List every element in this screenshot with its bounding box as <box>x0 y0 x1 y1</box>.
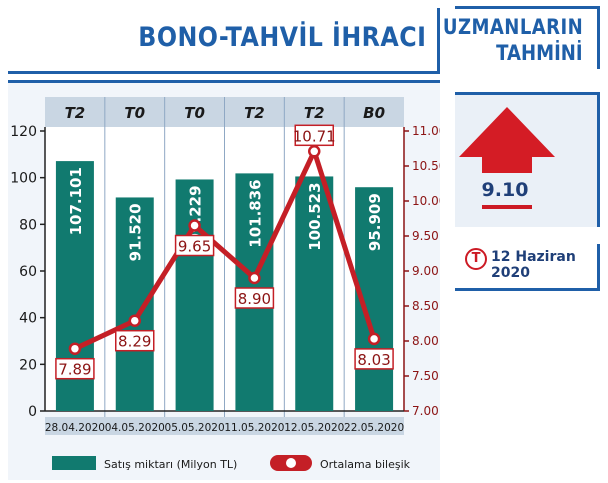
t-badge-icon: T <box>465 248 487 270</box>
up-arrow-icon <box>459 107 555 173</box>
line-value-box <box>115 329 155 352</box>
x-tick-label: 04.05.2020 <box>105 422 165 434</box>
left-axis-tick-label: 40 <box>19 311 37 327</box>
line-value-label: 8.03 <box>357 351 390 369</box>
page-title: BONO-TAHVİL İHRACI <box>137 22 426 53</box>
x-tick-label: 12.05.2020 <box>284 422 344 434</box>
left-axis-tick-label: 80 <box>19 217 37 233</box>
line-value-box <box>294 124 334 147</box>
header-rule-vertical <box>437 8 440 74</box>
line-point <box>128 314 141 327</box>
right-axis-tick-label: 11.00 <box>412 124 440 138</box>
line-value-label: 8.29 <box>118 333 151 351</box>
bar-value-label: 91.520 <box>127 203 145 261</box>
right-axis-tick-label: 10.00 <box>412 194 440 208</box>
bar-value-label: 107.101 <box>67 167 85 235</box>
term-label: T2 <box>304 104 325 122</box>
term-label: T2 <box>244 104 265 122</box>
term-label: B0 <box>363 104 385 122</box>
forecast-panel: 9.10 <box>455 92 600 227</box>
x-tick-label: 11.05.2020 <box>224 422 284 434</box>
left-axis-tick-label: 60 <box>19 264 37 280</box>
expert-forecast-title-line1: UZMANLARIN <box>442 15 583 39</box>
forecast-underline <box>482 205 532 209</box>
forecast-date: 12 Haziran 2020 <box>491 249 576 281</box>
line-value-box <box>234 287 275 309</box>
x-tick-label: 05.05.2020 <box>165 422 225 434</box>
bar <box>175 179 214 411</box>
line-value-box <box>174 234 215 257</box>
forecast-date-row: T 12 Haziran 2020 <box>455 244 600 291</box>
expert-forecast-title-line2: TAHMİNİ <box>496 41 583 65</box>
left-axis-tick-label: 100 <box>10 171 37 187</box>
line-point <box>68 342 82 355</box>
left-axis-tick-label: 120 <box>10 124 37 140</box>
line-value-label: 7.89 <box>58 361 91 379</box>
bar-value-label: 95.909 <box>366 193 384 251</box>
line-point <box>188 219 201 232</box>
left-axis-tick-label: 20 <box>19 357 37 373</box>
term-label: T0 <box>124 104 145 122</box>
line-value-label: 10.71 <box>293 127 336 145</box>
bar-value-label: 100.523 <box>306 182 324 250</box>
right-axis-tick-label: 8.50 <box>412 299 439 313</box>
line-point <box>367 332 381 346</box>
x-tick-label: 28.04.2020 <box>45 422 105 434</box>
bond-issuance-chart: T2 T0 T0 T2 T2 B0 0 20 40 60 80 100 120 7.00 7.50 8.00 8… <box>10 97 440 471</box>
header-title-block: BONO-TAHVİL İHRACI <box>8 8 440 74</box>
term-label: T2 <box>65 104 86 122</box>
forecast-value: 9.10 <box>481 179 529 201</box>
chart-panel: T2 T0 T0 T2 T2 B0 0 20 40 60 80 100 120 7.00 7.50 8.00 8… <box>8 80 440 480</box>
bar <box>295 176 334 411</box>
right-axis-tick-label: 9.00 <box>412 264 439 278</box>
expert-forecast-title: UZMANLARIN TAHMİNİ <box>443 6 600 69</box>
right-axis-tick-label: 10.50 <box>412 159 440 173</box>
average-yield-line <box>73 148 377 351</box>
legend-line-marker <box>286 458 296 468</box>
bar-value-label: 101.836 <box>246 179 264 247</box>
legend-line-label: Ortalama bileşik <box>320 458 411 471</box>
left-axis-tick-label: 0 <box>28 404 37 420</box>
right-axis-tick-label: 9.50 <box>412 229 439 243</box>
right-axis-tick-label: 8.00 <box>412 334 439 348</box>
header-rule-horizontal <box>8 71 440 74</box>
term-label: T0 <box>184 104 205 122</box>
line-point <box>308 145 321 158</box>
x-tick-label: 22.05.2020 <box>344 422 404 434</box>
line-value-label: 9.65 <box>178 238 211 256</box>
legend-bar-label: Satış miktarı (Milyon TL) <box>104 458 237 471</box>
line-point <box>248 271 261 285</box>
date-band <box>45 417 404 435</box>
right-axis-tick-label: 7.00 <box>412 404 439 418</box>
line-value-box <box>55 357 95 380</box>
right-axis-tick-label: 7.50 <box>412 369 439 383</box>
line-value-box <box>354 348 394 370</box>
legend-bar-swatch <box>52 456 96 470</box>
line-value-label: 8.90 <box>238 290 271 308</box>
